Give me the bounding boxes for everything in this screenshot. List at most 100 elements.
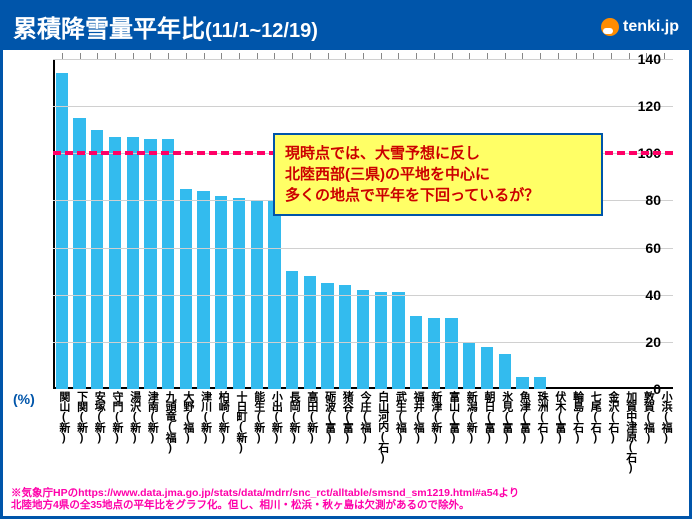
top-tick	[487, 53, 488, 59]
bar	[428, 318, 440, 389]
x-tick-label: 関山(新)	[56, 391, 72, 443]
logo-text: tenki.jp	[623, 18, 679, 36]
x-tick-label: 七尾(石)	[587, 391, 603, 443]
top-tick	[381, 53, 382, 59]
bar	[463, 342, 475, 389]
x-tick-label: 猪谷(富)	[339, 391, 355, 443]
x-tick-label: 小浜(福)	[658, 391, 674, 443]
x-tick-label: 能生(新)	[251, 391, 267, 443]
top-tick	[363, 53, 364, 59]
x-tick-label: 安塚(新)	[91, 391, 107, 443]
plot-area	[53, 59, 673, 389]
chart-container: 累積降雪量平年比(11/1~12/19) tenki.jp 0204060801…	[0, 0, 692, 519]
callout-line: 北陸西部(三県)の平地を中心に	[285, 164, 591, 185]
top-tick	[310, 53, 311, 59]
top-tick	[646, 53, 647, 59]
bar	[286, 271, 298, 389]
bar	[304, 276, 316, 389]
title-bar: 累積降雪量平年比(11/1~12/19) tenki.jp	[3, 3, 689, 50]
top-tick	[611, 53, 612, 59]
x-tick-label: 富山(富)	[446, 391, 462, 443]
logo: tenki.jp	[601, 18, 679, 36]
bar	[91, 130, 103, 389]
x-tick-label: 守門(新)	[109, 391, 125, 443]
x-tick-label: 湯沢(新)	[127, 391, 143, 443]
x-tick-label: 砺波(富)	[322, 391, 338, 443]
bar	[215, 196, 227, 389]
bar	[73, 118, 85, 389]
top-tick	[558, 53, 559, 59]
x-tick-label: 敦賀(福)	[640, 391, 656, 443]
top-tick	[540, 53, 541, 59]
gridline	[53, 248, 673, 249]
x-tick-label: 金沢(石)	[605, 391, 621, 443]
top-tick	[239, 53, 240, 59]
top-tick	[452, 53, 453, 59]
sun-cloud-icon	[601, 18, 619, 36]
title-left: 累積降雪量平年比(11/1~12/19)	[13, 9, 318, 44]
footnote: ※気象庁HPのhttps://www.data.jma.go.jp/stats/…	[11, 487, 519, 512]
title-dates: (11/1~12/19)	[205, 20, 318, 42]
x-tick-label: 津南(新)	[144, 391, 160, 443]
top-tick	[97, 53, 98, 59]
gridline	[53, 342, 673, 343]
top-tick	[469, 53, 470, 59]
x-tick-label: 柏崎(新)	[215, 391, 231, 443]
y-tick-label: 140	[638, 51, 661, 67]
top-tick	[186, 53, 187, 59]
gridline	[53, 295, 673, 296]
top-tick	[80, 53, 81, 59]
x-tick-label: 高田(新)	[304, 391, 320, 443]
x-labels: 関山(新)下関(新)安塚(新)守門(新)湯沢(新)津南(新)九頭竜(福)大野(福…	[53, 391, 673, 491]
top-tick	[522, 53, 523, 59]
top-tick	[115, 53, 116, 59]
x-tick-label: 加賀中津原(石)	[623, 391, 639, 473]
chart-area: 020406080100120140	[53, 59, 673, 389]
y-tick-label: 120	[638, 98, 661, 114]
top-tick	[292, 53, 293, 59]
bar	[197, 191, 209, 389]
bar	[357, 290, 369, 389]
x-tick-label: 福井(福)	[410, 391, 426, 443]
bar	[516, 377, 528, 389]
bar	[392, 292, 404, 389]
title-text: 累積降雪量平年比	[13, 16, 205, 43]
top-tick	[593, 53, 594, 59]
top-tick	[168, 53, 169, 59]
y-tick-label: 60	[645, 240, 661, 256]
x-tick-label: 伏木(富)	[552, 391, 568, 443]
y-tick-label: 40	[645, 287, 661, 303]
top-tick	[274, 53, 275, 59]
top-tick	[62, 53, 63, 59]
footnote-line: 北陸地方4県の全35地点の平年比をグラフ化。但し、相川・松浜・秋ヶ島は欠測がある…	[11, 499, 519, 512]
bar	[534, 377, 546, 389]
footnote-line: ※気象庁HPのhttps://www.data.jma.go.jp/stats/…	[11, 487, 519, 500]
top-tick	[664, 53, 665, 59]
callout-box: 現時点では、大雪予想に反し北陸西部(三県)の平地を中心に多くの地点で平年を下回っ…	[273, 133, 603, 216]
y-tick-label: 80	[645, 192, 661, 208]
top-tick	[257, 53, 258, 59]
bar	[321, 283, 333, 389]
bar	[109, 137, 121, 389]
x-tick-label: 九頭竜(福)	[162, 391, 178, 453]
top-tick	[204, 53, 205, 59]
callout-line: 現時点では、大雪予想に反し	[285, 143, 591, 164]
x-tick-label: 大野(福)	[180, 391, 196, 443]
bar	[339, 285, 351, 389]
bar	[410, 316, 422, 389]
x-tick-label: 下関(新)	[74, 391, 90, 443]
top-tick	[150, 53, 151, 59]
x-tick-label: 今庄(福)	[357, 391, 373, 443]
x-tick-label: 新津(新)	[428, 391, 444, 443]
top-tick	[221, 53, 222, 59]
y-tick-label: 20	[645, 334, 661, 350]
callout-line: 多くの地点で平年を下回っているが？	[285, 185, 591, 206]
top-tick	[398, 53, 399, 59]
bar	[180, 189, 192, 389]
gridline	[53, 106, 673, 107]
x-tick-label: 輪島(石)	[570, 391, 586, 443]
x-tick-label: 十日町(新)	[233, 391, 249, 453]
top-tick	[328, 53, 329, 59]
unit-label: (%)	[13, 391, 35, 407]
x-tick-label: 武生(福)	[392, 391, 408, 443]
